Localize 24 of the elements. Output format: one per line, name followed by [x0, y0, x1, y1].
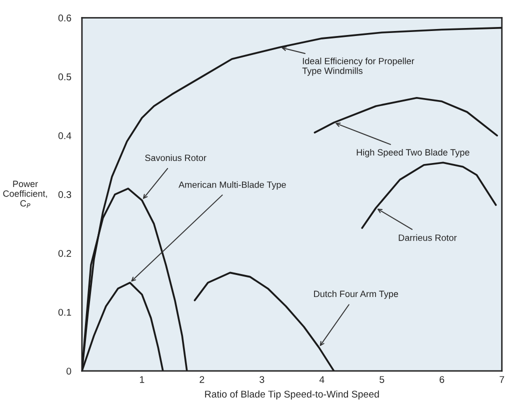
x-axis-title: Ratio of Blade Tip Speed-to-Wind Speed [205, 390, 379, 400]
text: Darrieus Rotor [398, 234, 457, 241]
text: High Speed Two Blade Type [356, 148, 470, 158]
text: Savonius Rotor [145, 154, 206, 162]
y-tick-label: 0.2 [58, 250, 72, 257]
y-tick-label: 0.3 [58, 191, 72, 198]
text: Dutch Four Arm Type [314, 290, 398, 299]
x-tick-label: 5 [380, 376, 384, 383]
series-label: Ideal Efficiency for Propeller Type Windmills [302, 58, 414, 76]
y-tick-label: 0 [66, 368, 72, 375]
x-tick-label: 2 [200, 376, 204, 383]
x-tick-label: 6 [440, 376, 444, 383]
line-series [361, 162, 497, 229]
text: American Multi-Blade Type [178, 181, 286, 190]
y-tick-label: 0.6 [58, 14, 72, 22]
x-tick-label: 3 [260, 376, 264, 383]
x-tick-label: 4 [319, 376, 324, 383]
x-tick-label: 7 [500, 376, 504, 383]
y-tick-label: 0.1 [58, 308, 72, 316]
line-series [314, 96, 498, 136]
y-tick-label: 0.5 [58, 73, 72, 80]
x-tick-label: 1 [140, 376, 144, 383]
y-tick-label: 0.4 [58, 132, 72, 140]
y-axis-title: Power Coefficient, C$_{P}$ [3, 180, 47, 208]
